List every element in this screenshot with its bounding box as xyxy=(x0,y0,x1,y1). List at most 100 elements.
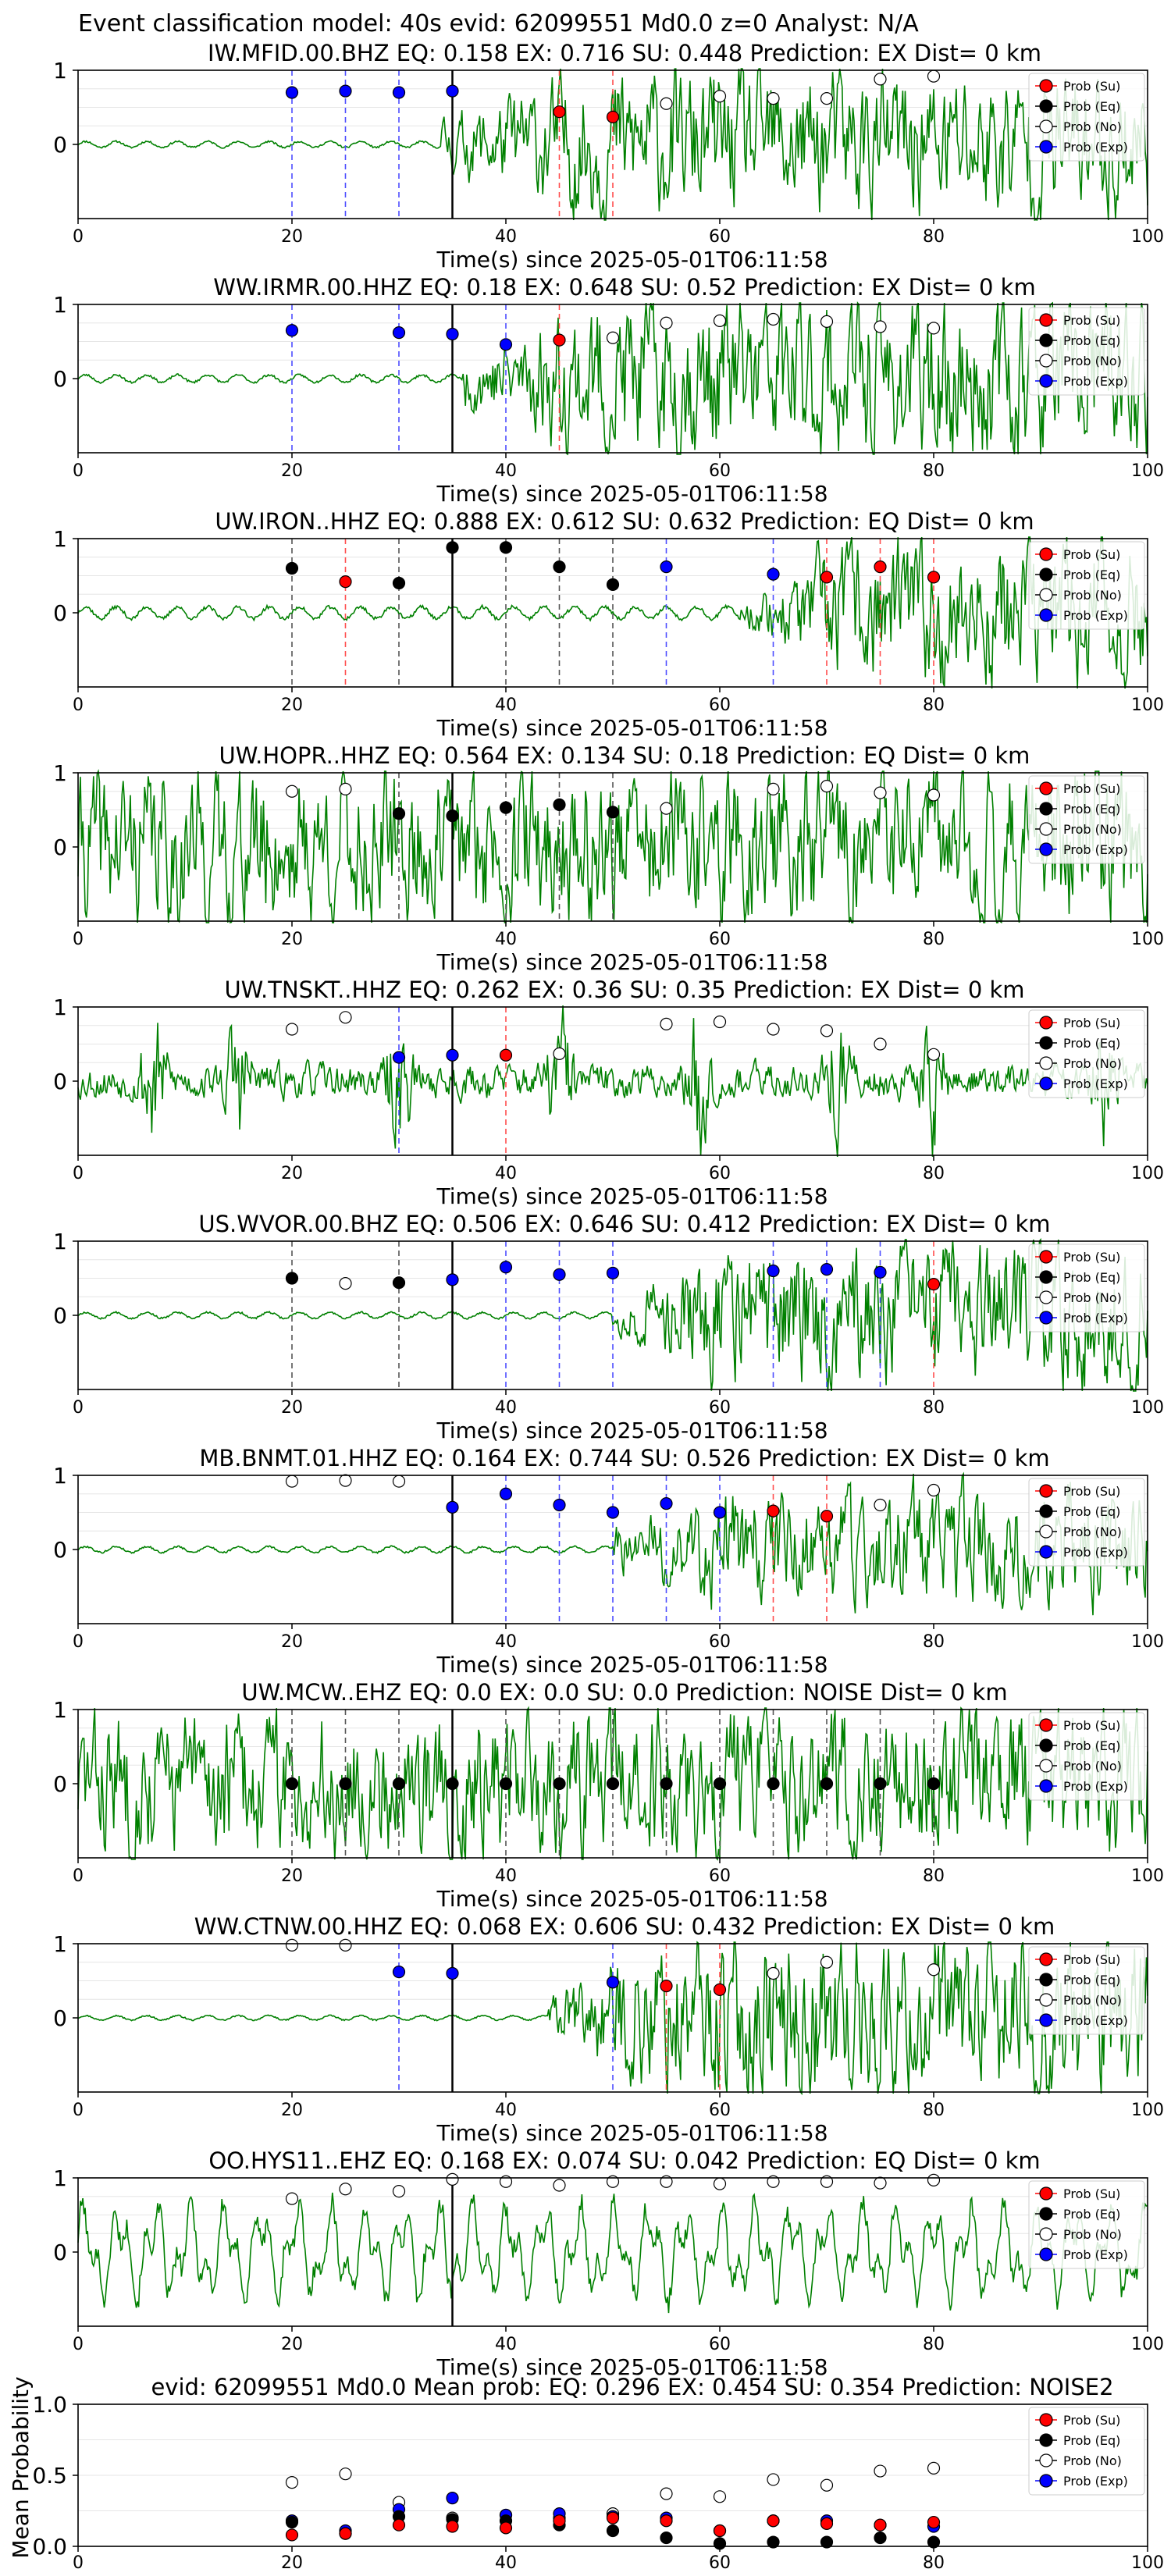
prob-marker-exp xyxy=(499,338,513,351)
x-tick-label: 60 xyxy=(709,1632,731,1652)
prob-marker-exp xyxy=(713,1506,727,1519)
x-tick-label: 40 xyxy=(495,2335,517,2354)
legend-frame xyxy=(1028,73,1145,162)
legend-label: Prob (Su) xyxy=(1063,2186,1120,2201)
prob-marker-no xyxy=(606,2175,620,2188)
prob-marker-su xyxy=(927,1277,941,1291)
legend-marker-exp xyxy=(1039,2013,1053,2027)
prob-marker-no xyxy=(392,1475,406,1488)
mean-marker-su xyxy=(660,2514,673,2528)
panel-title: US.WVOR.00.BHZ EQ: 0.506 EX: 0.646 SU: 0… xyxy=(198,1211,1050,1237)
x-tick-label: 80 xyxy=(923,1632,945,1652)
prob-marker-no xyxy=(499,2175,513,2188)
x-tick-label: 20 xyxy=(281,1164,303,1183)
panel-title: UW.HOPR..HHZ EQ: 0.564 EX: 0.134 SU: 0.1… xyxy=(219,742,1030,769)
y-tick-label: 0 xyxy=(53,834,67,860)
x-tick-label: 40 xyxy=(495,1866,517,1886)
prob-marker-exp xyxy=(820,1262,834,1276)
y-tick-label: 0 xyxy=(53,1537,67,1563)
mean-marker-su xyxy=(285,2528,299,2542)
legend: Prob (Su) Prob (Eq) Prob (No) Prob (Exp) xyxy=(1028,541,1145,630)
mean-marker-su xyxy=(767,2514,780,2528)
prob-marker-no xyxy=(927,1963,941,1976)
prob-marker-eq xyxy=(392,807,406,820)
prob-marker-eq xyxy=(285,1272,299,1285)
x-axis-label: Time(s) since 2025-05-01T06:11:58 xyxy=(436,1418,828,1443)
panel-title: WW.IRMR.00.HHZ EQ: 0.18 EX: 0.648 SU: 0.… xyxy=(213,274,1035,301)
prob-marker-exp xyxy=(553,1268,566,1281)
legend-marker-su xyxy=(1039,1718,1053,1732)
legend-label: Prob (Exp) xyxy=(1063,2474,1128,2489)
prob-marker-exp xyxy=(446,327,459,341)
prob-marker-exp xyxy=(606,1506,620,1519)
prob-marker-no xyxy=(606,331,620,344)
x-tick-label: 0 xyxy=(73,930,84,949)
x-tick-label: 60 xyxy=(709,461,731,481)
mean-marker-no xyxy=(927,2461,941,2475)
panel-title: UW.MCW..EHZ EQ: 0.0 EX: 0.0 SU: 0.0 Pred… xyxy=(241,1679,1007,1706)
legend-label: Prob (Eq) xyxy=(1063,2207,1120,2222)
panel-3: UW.IRON..HHZ EQ: 0.888 EX: 0.612 SU: 0.6… xyxy=(53,508,1164,741)
mean-marker-su xyxy=(606,2511,620,2524)
prob-marker-eq xyxy=(553,1777,566,1791)
prob-marker-no xyxy=(767,91,780,105)
mean-marker-eq xyxy=(874,2531,887,2545)
x-tick-label: 80 xyxy=(923,2335,945,2354)
x-tick-label: 20 xyxy=(281,930,303,949)
panel-title: UW.IRON..HHZ EQ: 0.888 EX: 0.612 SU: 0.6… xyxy=(215,508,1034,535)
y-tick-label: 0 xyxy=(53,1303,67,1329)
legend-label: Prob (Su) xyxy=(1063,79,1120,94)
panel-10: OO.HYS11..EHZ EQ: 0.168 EX: 0.074 SU: 0.… xyxy=(53,2147,1164,2380)
prob-marker-exp xyxy=(553,1498,566,1512)
x-tick-label: 20 xyxy=(281,1398,303,1418)
prob-marker-no xyxy=(820,1024,834,1037)
legend-label: Prob (No) xyxy=(1063,1993,1122,2008)
x-tick-label: 60 xyxy=(709,2335,731,2354)
prob-marker-no xyxy=(553,1047,566,1060)
legend: Prob (Su) Prob (Eq) Prob (No) Prob (Exp) xyxy=(1028,775,1145,864)
legend-frame xyxy=(1028,1009,1145,1098)
x-tick-label: 40 xyxy=(495,930,517,949)
legend-marker-no xyxy=(1039,119,1053,133)
x-tick-label: 80 xyxy=(923,696,945,715)
prob-marker-eq xyxy=(606,806,620,819)
prob-marker-no xyxy=(660,802,673,815)
prob-marker-no xyxy=(446,2172,459,2186)
x-tick-label: 60 xyxy=(709,2553,731,2573)
legend-marker-eq xyxy=(1039,2207,1053,2221)
x-tick-label: 100 xyxy=(1131,1398,1164,1418)
legend-marker-exp xyxy=(1039,1545,1053,1559)
prob-marker-no xyxy=(767,1966,780,1980)
panel-8: UW.MCW..EHZ EQ: 0.0 EX: 0.0 SU: 0.0 Pred… xyxy=(53,1679,1164,1912)
mean-marker-su xyxy=(820,2517,834,2530)
prob-marker-exp xyxy=(660,1496,673,1510)
prob-marker-exp xyxy=(874,1265,887,1279)
legend-marker-exp xyxy=(1039,140,1053,154)
prob-marker-eq xyxy=(392,1777,406,1791)
prob-marker-eq xyxy=(606,1777,620,1791)
x-tick-label: 0 xyxy=(73,2553,84,2573)
legend-marker-no xyxy=(1039,354,1053,368)
prob-marker-su xyxy=(606,110,620,123)
legend-marker-exp xyxy=(1039,842,1053,856)
panel-title: IW.MFID.00.BHZ EQ: 0.158 EX: 0.716 SU: 0… xyxy=(208,40,1041,66)
x-tick-label: 0 xyxy=(73,2335,84,2354)
x-tick-label: 80 xyxy=(923,930,945,949)
mean-marker-no xyxy=(713,2490,727,2503)
prob-marker-no xyxy=(660,2175,673,2188)
x-axis-label: Time(s) since 2025-05-01T06:11:58 xyxy=(436,715,828,741)
x-tick-label: 0 xyxy=(73,227,84,247)
legend-label: Prob (Su) xyxy=(1063,547,1120,562)
prob-marker-no xyxy=(392,2185,406,2198)
legend-marker-eq xyxy=(1039,333,1053,347)
legend-label: Prob (Exp) xyxy=(1063,1545,1128,1560)
x-tick-label: 0 xyxy=(73,696,84,715)
y-tick-label: 1 xyxy=(53,994,67,1020)
prob-marker-no xyxy=(339,2183,352,2196)
prob-marker-su xyxy=(660,1980,673,1993)
legend-frame xyxy=(1028,2407,1145,2496)
prob-marker-su xyxy=(339,575,352,589)
panel-mean-probability: evid: 62099551 Md0.0 Mean prob: EQ: 0.29… xyxy=(8,2374,1164,2573)
panel-9: WW.CTNW.00.HHZ EQ: 0.068 EX: 0.606 SU: 0… xyxy=(53,1913,1164,2146)
panel-4: UW.HOPR..HHZ EQ: 0.564 EX: 0.134 SU: 0.1… xyxy=(53,742,1164,975)
